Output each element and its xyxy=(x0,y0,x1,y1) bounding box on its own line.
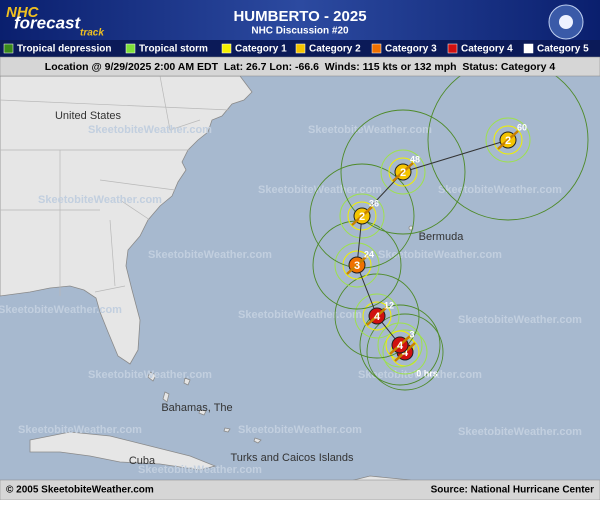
discussion-number: NHC Discussion #20 xyxy=(251,26,349,37)
forecast-hour: 3 xyxy=(409,329,414,339)
legend-swatch xyxy=(371,43,382,54)
legend: Tropical depression Tropical storm Categor… xyxy=(3,43,589,55)
storm-swirl xyxy=(497,130,519,150)
watermark: SkeetobiteWeather.com xyxy=(18,424,142,436)
logo-forecast: forecast xyxy=(14,13,81,32)
forecast-hour: 48 xyxy=(410,154,420,164)
legend-label: Tropical depression xyxy=(17,44,111,55)
legend-label: Category 2 xyxy=(309,44,361,55)
map-label: Bermuda xyxy=(419,231,465,243)
legend-label: Category 3 xyxy=(385,44,437,55)
storm-category: 4 xyxy=(402,347,409,359)
wind-radius xyxy=(382,329,428,375)
watermark: SkeetobiteWeather.com xyxy=(258,184,382,196)
forecast-hour: 0 hrs xyxy=(416,368,438,378)
wind-radius xyxy=(377,322,423,368)
map-labels: United States Bermuda Bahamas, The Cuba Turk… xyxy=(55,110,464,467)
wind-radius-inner xyxy=(342,250,372,280)
watermark: SkeetobiteWeather.com xyxy=(138,464,262,476)
legend-label: Category 4 xyxy=(461,44,513,55)
forecast-hour: 24 xyxy=(364,249,374,259)
wind-radius xyxy=(485,117,531,163)
copyright: © 2005 SkeetobiteWeather.com xyxy=(6,485,154,496)
storm-icon-eye xyxy=(559,15,573,29)
legend-label: Category 1 xyxy=(235,44,287,55)
wind-radius xyxy=(354,293,400,339)
legend-swatch xyxy=(295,43,306,54)
storm-swirl xyxy=(346,255,368,275)
wind-radius-inner xyxy=(347,201,377,231)
storm-swirl xyxy=(351,206,373,226)
logo-track: track xyxy=(80,28,104,39)
storm-category: 4 xyxy=(397,340,404,352)
storm-category: 2 xyxy=(505,135,511,147)
watermark: SkeetobiteWeather.com xyxy=(238,309,362,321)
forecast-hour: 60 xyxy=(517,122,527,132)
wind-radius xyxy=(339,193,385,239)
watermark: SkeetobiteWeather.com xyxy=(38,194,162,206)
legend-swatch xyxy=(447,43,458,54)
state-borders xyxy=(0,75,231,296)
watermark: SkeetobiteWeather.com xyxy=(238,424,362,436)
watermark: SkeetobiteWeather.com xyxy=(358,369,482,381)
storm-swirl xyxy=(394,342,416,362)
storm-category: 2 xyxy=(400,167,406,179)
storm-category: 2 xyxy=(359,211,365,223)
storm-title: HUMBERTO - 2025 xyxy=(233,8,366,25)
watermark: SkeetobiteWeather.com xyxy=(88,369,212,381)
watermarks: SkeetobiteWeather.com SkeetobiteWeather.c… xyxy=(0,124,582,476)
uncertainty-circle xyxy=(366,313,444,391)
storm-category: 4 xyxy=(374,311,381,323)
legend-swatch xyxy=(221,43,232,54)
storm-swirl xyxy=(366,306,388,326)
uncertainty-circle xyxy=(359,304,441,386)
legend-label: Category 5 xyxy=(537,44,589,55)
wind-radius-inner xyxy=(493,125,523,155)
storm-swirl xyxy=(392,162,414,182)
wind-radius-inner xyxy=(388,157,418,187)
watermark: SkeetobiteWeather.com xyxy=(378,249,502,261)
logo-nhc: NHC xyxy=(6,4,40,21)
legend-swatch xyxy=(3,43,14,54)
map-label: Cuba xyxy=(129,455,156,467)
storm-swirl xyxy=(389,335,411,355)
watermark: SkeetobiteWeather.com xyxy=(458,426,582,438)
watermark: SkeetobiteWeather.com xyxy=(438,184,562,196)
legend-swatch xyxy=(523,43,534,54)
watermark: SkeetobiteWeather.com xyxy=(308,124,432,136)
legend-label: Tropical storm xyxy=(139,44,208,55)
header-bar xyxy=(0,0,600,40)
storm-category: 3 xyxy=(354,260,360,272)
watermark: SkeetobiteWeather.com xyxy=(88,124,212,136)
storm-info: Location @ 9/29/2025 2:00 AM EDT Lat: 26… xyxy=(45,61,556,73)
map-label: United States xyxy=(55,110,122,122)
forecast-hour: 36 xyxy=(369,198,379,208)
uncertainty-circle xyxy=(340,109,466,235)
wind-radius xyxy=(380,149,426,195)
map-label: Bahamas, The xyxy=(161,402,232,414)
info-bar xyxy=(0,56,600,77)
watermark: SkeetobiteWeather.com xyxy=(458,314,582,326)
map-label: Turks and Caicos Islands xyxy=(230,452,354,464)
legend-swatch xyxy=(125,43,136,54)
forecast-hour: 12 xyxy=(384,300,394,310)
source: Source: National Hurricane Center xyxy=(431,485,594,496)
watermark: SkeetobiteWeather.com xyxy=(148,249,272,261)
wind-radius-inner xyxy=(362,301,392,331)
watermark: SkeetobiteWeather.com xyxy=(0,304,122,316)
